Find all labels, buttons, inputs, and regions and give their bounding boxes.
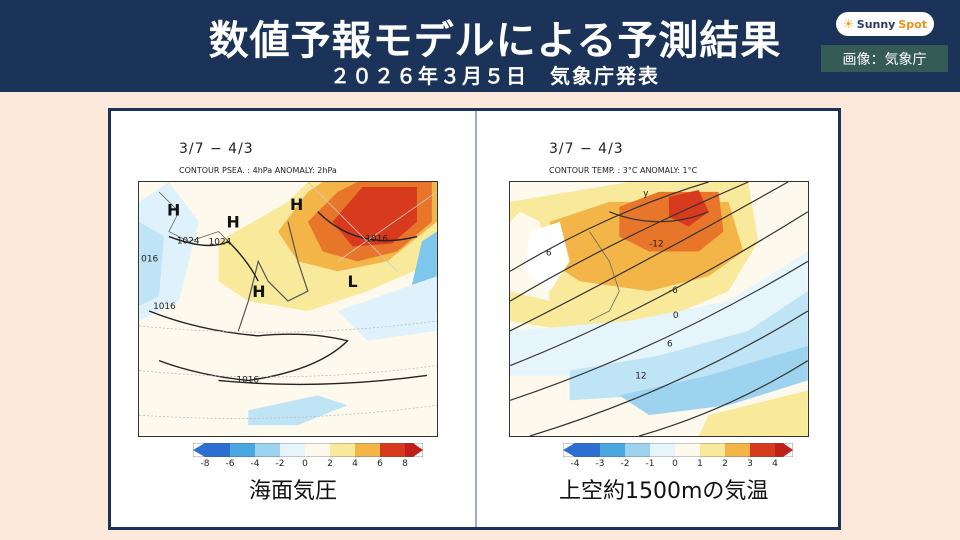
colorbar-tick: 6 [377,459,383,469]
header-banner: 数値予報モデルによる予測結果 ２０２６年３月５日 気象庁発表 ☀ Sunny S… [0,0,960,92]
isobar-label: 1016 [236,375,259,385]
temperature-850hpa-panel: 3/7 − 4/3 CONTOUR TEMP. : 3°C ANOMALY: 1… [477,111,841,527]
high-pressure-marker: H [290,195,303,214]
logo-text-sunny: Sunny [856,17,896,31]
isobar-label: 1016 [153,302,176,312]
colorbar-tick: 4 [772,459,778,469]
forecast-figure-frame: 3/7 − 4/3 CONTOUR PSEA. : 4hPa ANOMALY: … [108,108,841,530]
period-label: 3/7 − 4/3 [179,141,254,157]
temperature-colorbar [563,443,793,457]
isotherm-label: 0 [673,311,679,321]
low-pressure-marker: L [348,272,358,291]
map-label: y [643,189,648,199]
isotherm-label: 6 [667,340,673,350]
panel-divider [475,111,477,527]
colorbar-tick: 2 [327,459,333,469]
image-credit: 画像：気象庁 [821,45,948,72]
isotherm-label: 12 [635,371,646,381]
sun-icon: ☀ [843,17,854,31]
isobar-label: 1024 [209,238,232,248]
isotherm-label: -12 [649,239,664,249]
high-pressure-marker: H [226,213,239,232]
colorbar-tick: -4 [250,459,260,469]
high-pressure-marker: H [167,201,180,220]
isobar-label: 016 [141,254,158,264]
colorbar-tick: -6 [225,459,235,469]
colorbar-tick: 2 [722,459,728,469]
isobar-label: 1024 [177,237,200,247]
contour-info: CONTOUR PSEA. : 4hPa ANOMALY: 2hPa [179,166,337,175]
colorbar-tick: 0 [302,459,308,469]
temperature-anomaly-map: -12 -6 0 6 12 6 y [509,181,809,437]
colorbar-tick: -2 [275,459,285,469]
panel-caption: 上空約1500mの気温 [559,479,769,504]
colorbar-tick: 8 [402,459,408,469]
colorbar-tick: 4 [352,459,358,469]
colorbar-tick: 0 [672,459,678,469]
logo-text-spot: Spot [898,17,927,31]
page-title: 数値予報モデルによる予測結果 [208,18,782,64]
sunny-spot-logo: ☀ Sunny Spot [836,12,934,36]
high-pressure-marker: H [252,282,265,301]
page-subtitle: ２０２６年３月５日 気象庁発表 [330,64,660,88]
isotherm-label: 6 [546,248,552,258]
isobar-label: 1016 [365,235,388,245]
sea-level-pressure-panel: 3/7 − 4/3 CONTOUR PSEA. : 4hPa ANOMALY: … [111,111,475,527]
panel-caption: 海面気圧 [249,479,338,504]
colorbar-tick: -2 [620,459,630,469]
colorbar-tick: -1 [645,459,655,469]
colorbar-tick: 1 [697,459,703,469]
colorbar-tick: -4 [570,459,580,469]
colorbar-tick: 3 [747,459,753,469]
pressure-colorbar [193,443,423,457]
contour-info: CONTOUR TEMP. : 3°C ANOMALY: 1°C [549,166,698,175]
colorbar-tick: -3 [595,459,605,469]
period-label: 3/7 − 4/3 [549,141,624,157]
colorbar-tick: -8 [200,459,210,469]
pressure-anomaly-map: H H H H L 1024 1024 1016 1016 1016 016 [138,181,438,437]
isotherm-label: -6 [669,286,678,296]
